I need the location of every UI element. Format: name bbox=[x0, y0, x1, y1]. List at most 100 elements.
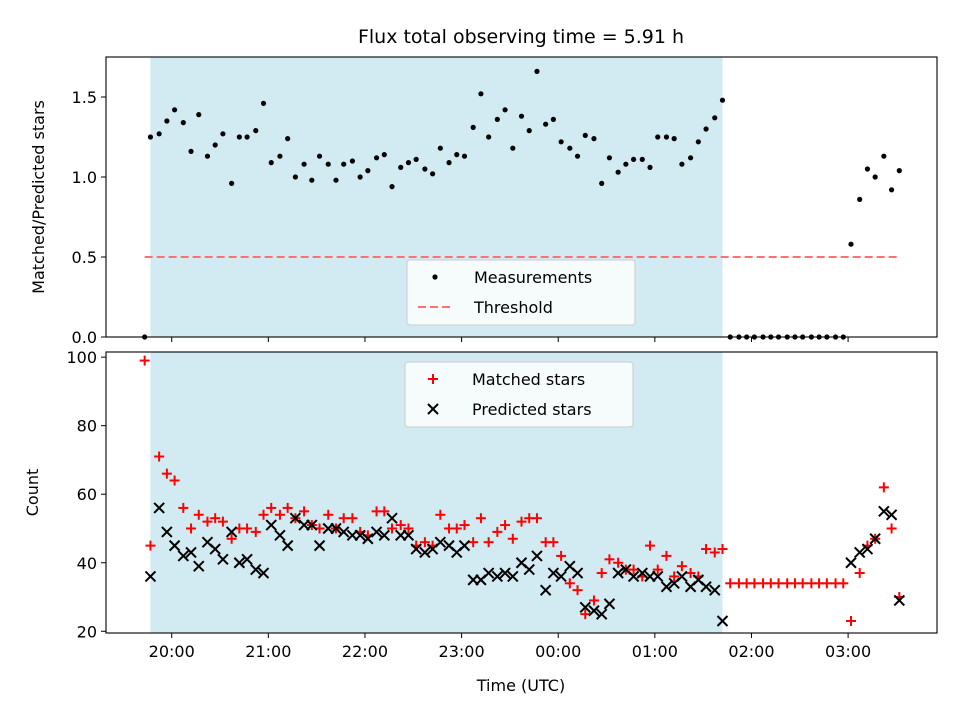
predicted-stars-point bbox=[458, 539, 471, 552]
matched-stars-point bbox=[773, 578, 784, 589]
predicted-stars-point bbox=[330, 522, 342, 535]
predicted-stars-point bbox=[362, 533, 374, 545]
measurement-point bbox=[695, 139, 701, 145]
count-panel: 20 40 60 80 100 20:00 21:00 22:00 23:00 00:00 01:… bbox=[23, 348, 938, 661]
predicted-stars-point bbox=[676, 570, 688, 583]
predicted-stars-point bbox=[419, 546, 431, 559]
measurement-point bbox=[502, 107, 508, 113]
measurement-point bbox=[365, 168, 371, 174]
predicted-stars-point bbox=[209, 543, 221, 555]
measurement-point bbox=[534, 68, 540, 74]
matched-stars-point bbox=[507, 533, 518, 544]
predicted-stars-point bbox=[869, 533, 881, 545]
predicted-stars-point bbox=[555, 570, 567, 583]
count-legend: Matched stars Predicted stars bbox=[404, 361, 634, 428]
measurement-point bbox=[172, 107, 178, 113]
matched-stars-point bbox=[435, 509, 446, 520]
matched-stars-point bbox=[645, 540, 656, 551]
matched-stars-point bbox=[846, 616, 857, 627]
matched-stars-point bbox=[685, 568, 696, 579]
predicted-stars-point bbox=[289, 512, 302, 524]
measurement-point bbox=[623, 161, 629, 167]
y-tick-label: 0.5 bbox=[72, 248, 97, 267]
matched-stars-point bbox=[395, 520, 406, 531]
predicted-stars-point bbox=[595, 608, 608, 620]
measurement-point bbox=[196, 112, 202, 118]
legend-label: Matched stars bbox=[472, 370, 585, 389]
measurement-point bbox=[341, 161, 347, 167]
predicted-stars-point bbox=[265, 519, 277, 531]
axes-frame bbox=[105, 351, 938, 634]
measurement-point bbox=[591, 136, 597, 142]
x-tick-label: 03:00 bbox=[825, 642, 871, 661]
predicted-stars-point bbox=[539, 584, 552, 596]
measurement-point bbox=[478, 91, 484, 97]
matched-stars-point bbox=[419, 537, 430, 548]
predicted-stars-point bbox=[193, 560, 205, 572]
predicted-stars-point bbox=[144, 570, 157, 583]
matched-stars-point bbox=[274, 509, 285, 520]
predicted-stars-point bbox=[885, 509, 898, 521]
legend-label: Measurements bbox=[474, 268, 592, 287]
measurement-point bbox=[567, 145, 573, 151]
ratio-y-axis: 0.0 0.5 1.0 1.5 bbox=[72, 88, 106, 347]
predicted-stars-point bbox=[410, 543, 422, 555]
matched-stars-point bbox=[564, 578, 575, 589]
predicted-stars-point bbox=[306, 519, 318, 531]
legend-box bbox=[404, 361, 634, 428]
x-tick-label: 22:00 bbox=[342, 642, 388, 661]
ratio-panel: 0.0 0.5 1.0 1.5 Matched/Predicted stars Mea… bbox=[29, 56, 938, 347]
matched-stars-point bbox=[669, 571, 680, 582]
count-y-axis: 20 40 60 80 100 bbox=[66, 348, 106, 641]
measurement-point bbox=[229, 180, 235, 186]
legend-measurement-swatch bbox=[432, 274, 438, 280]
measurement-point bbox=[671, 136, 677, 142]
ratio-legend: Measurements Threshold bbox=[406, 259, 636, 326]
measurement-point bbox=[164, 118, 170, 124]
predicted-stars-point bbox=[386, 512, 398, 524]
predicted-stars-point bbox=[378, 529, 390, 542]
predicted-stars-point bbox=[861, 543, 874, 555]
predicted-stars-point bbox=[853, 546, 866, 559]
measurement-point bbox=[381, 152, 387, 158]
predicted-stars-point bbox=[233, 557, 246, 569]
measurement-point bbox=[430, 171, 436, 177]
measurement-point bbox=[454, 152, 460, 158]
predicted-stars-point bbox=[507, 570, 519, 583]
measurement-point bbox=[864, 166, 871, 172]
matched-stars-point bbox=[838, 578, 849, 589]
x-tick-label: 01:00 bbox=[632, 642, 678, 661]
y-tick-label: 1.0 bbox=[72, 168, 97, 187]
measurement-point bbox=[663, 134, 670, 140]
matched-stars-point bbox=[531, 513, 542, 524]
matched-stars-point bbox=[169, 475, 180, 486]
predicted-stars-point bbox=[402, 529, 415, 542]
matched-stars-point bbox=[403, 523, 414, 534]
predicted-stars-point bbox=[225, 526, 238, 538]
measurement-point bbox=[325, 161, 331, 167]
measurement-point bbox=[268, 160, 274, 166]
measurement-point bbox=[437, 145, 443, 151]
matched-stars-point bbox=[387, 523, 398, 534]
measurement-point bbox=[582, 132, 588, 138]
matched-stars-point bbox=[500, 520, 511, 531]
measurement-point bbox=[446, 160, 452, 166]
measurement-point bbox=[220, 131, 226, 137]
measurement-point bbox=[687, 155, 694, 161]
count-series bbox=[139, 355, 906, 627]
predicted-stars-point bbox=[168, 539, 181, 552]
matched-stars-point bbox=[797, 578, 808, 589]
matched-stars-point bbox=[226, 533, 237, 544]
measurement-point bbox=[510, 145, 516, 151]
predicted-stars-point bbox=[153, 502, 165, 514]
matched-stars-point bbox=[749, 578, 760, 589]
x-tick-label: 23:00 bbox=[439, 642, 485, 661]
legend-label: Predicted stars bbox=[472, 400, 592, 419]
matched-stars-point bbox=[613, 557, 624, 568]
matched-stars-point bbox=[282, 502, 293, 513]
matched-stars-point bbox=[323, 509, 334, 520]
matched-stars-point bbox=[556, 550, 567, 561]
y-tick-label: 1.5 bbox=[72, 88, 97, 107]
measurement-point bbox=[679, 161, 685, 167]
matched-stars-point bbox=[451, 523, 462, 534]
